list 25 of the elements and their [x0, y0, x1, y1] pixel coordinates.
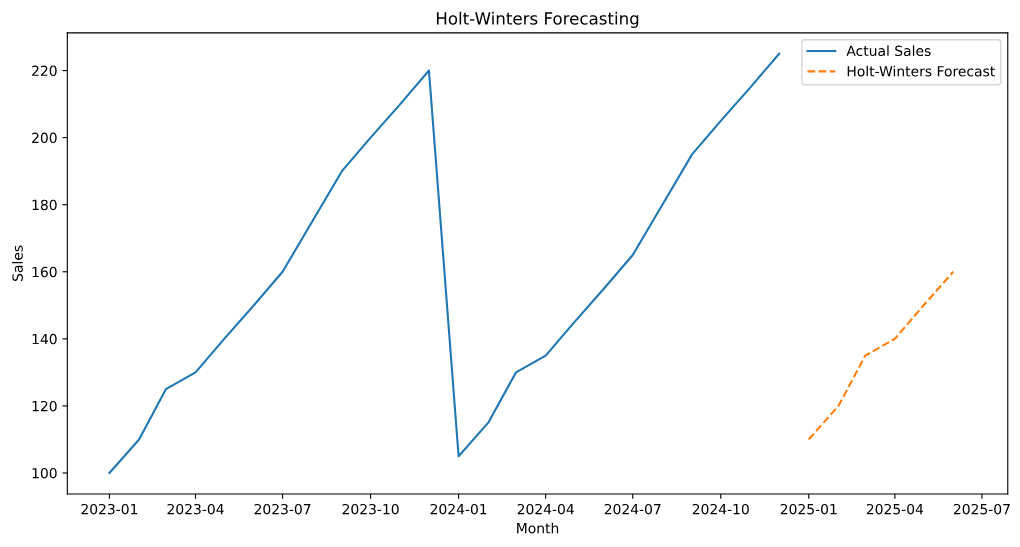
x-tick-label: 2024-04	[517, 503, 574, 515]
x-tick-label: 2025-07	[953, 503, 1010, 515]
x-axis-title: Month	[517, 522, 559, 534]
y-tick-label: 120	[32, 400, 57, 412]
x-tick-label: 2025-04	[866, 503, 924, 515]
legend-label: Actual Sales	[846, 45, 931, 57]
line-series	[807, 270, 955, 441]
chart-title: Holt-Winters Forecasting	[436, 11, 639, 28]
x-tick-label: 2024-10	[692, 503, 749, 515]
x-tick-label: 2023-07	[254, 503, 311, 515]
x-tick-label: 2025-01	[780, 503, 837, 515]
y-tick-label: 200	[32, 132, 57, 144]
y-tick-label: 220	[32, 65, 57, 77]
y-tick-label: 100	[32, 467, 57, 479]
y-tick-label: 180	[32, 199, 57, 211]
line-series	[108, 52, 781, 475]
y-axis-title: Sales	[12, 245, 23, 281]
x-tick-label: 2023-10	[342, 503, 399, 515]
x-tick-label: 2023-04	[167, 503, 224, 515]
x-tick-label: 2024-01	[430, 503, 487, 515]
x-tick-label: 2024-07	[604, 503, 661, 515]
legend-label: Holt-Winters Forecast	[847, 65, 995, 77]
x-tick-label: 2023-01	[81, 503, 138, 515]
y-tick-label: 140	[32, 333, 57, 345]
y-tick-label: 160	[32, 266, 57, 278]
